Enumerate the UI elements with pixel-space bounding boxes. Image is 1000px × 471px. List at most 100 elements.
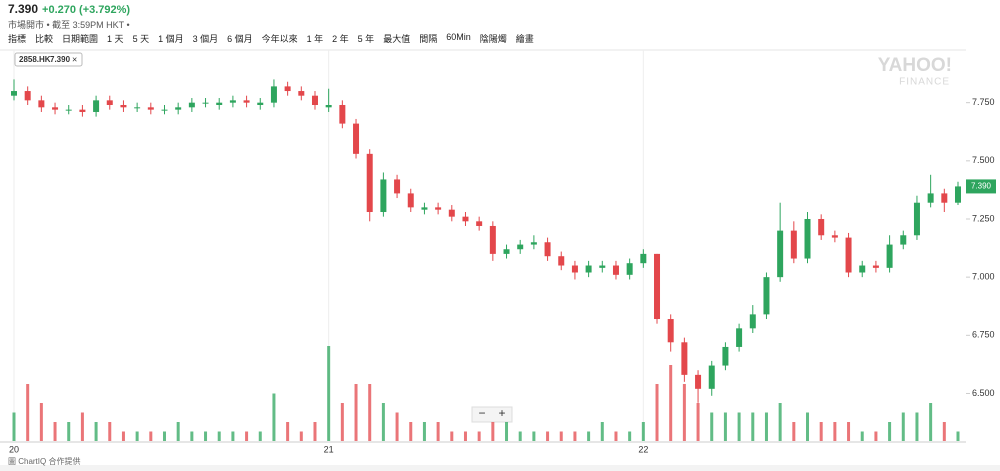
symbol-tag[interactable] — [14, 52, 83, 67]
toolbar-item[interactable]: 5 天 — [132, 34, 150, 44]
volume-bar — [176, 422, 180, 441]
candle-body — [120, 104, 127, 108]
candle-body — [913, 202, 920, 236]
volume-bar — [80, 412, 84, 441]
volume-bar — [67, 422, 71, 441]
candle-body — [216, 102, 223, 105]
volume-bar — [682, 384, 686, 441]
candle-body — [52, 107, 59, 110]
toolbar: 指標 比較 日期範圍 1 天 5 天 1 個月 3 個月 6 個月 今年以來 1 年 2 年 5 年最… — [8, 32, 534, 45]
zoom-in[interactable]: + — [498, 406, 505, 420]
y-tick-label: 6.500 — [972, 388, 995, 398]
status: 市場開市 • 截至 3:59PM HKT • — [8, 20, 130, 30]
toolbar-item[interactable]: 2 年 — [332, 34, 349, 44]
candle-body — [38, 100, 45, 108]
volume-bar — [436, 422, 440, 441]
volume-bar — [327, 346, 331, 441]
toolbar-item[interactable]: 1 年 — [306, 34, 324, 44]
candle-body — [325, 104, 332, 108]
volume-bar — [641, 422, 645, 441]
toolbar-item[interactable]: 1 天 — [107, 34, 124, 44]
toolbar-item[interactable]: 3 個月 — [192, 34, 219, 44]
candle-body — [859, 265, 866, 273]
symbol-price: 7.390 — [50, 55, 71, 64]
candle-body — [243, 100, 250, 103]
last-price-label: 7.390 — [971, 182, 992, 191]
candle-body — [777, 230, 784, 278]
volume-bar — [217, 431, 221, 441]
toolbar-item[interactable]: 今年以來 — [261, 34, 298, 44]
volume-bar — [505, 422, 509, 441]
toolbar-item[interactable]: 指標 — [8, 34, 27, 44]
candle-body — [941, 193, 948, 203]
quote-header: 7.390 +0.270 (+3.792%) 市場開市 • 截至 3:59PM H… — [8, 2, 130, 31]
candle-body — [763, 277, 770, 315]
volume-bar — [819, 422, 823, 441]
zoom-out[interactable]: − — [478, 406, 485, 420]
candle-body — [544, 242, 551, 257]
candle-body — [722, 346, 729, 366]
volume-bar — [121, 431, 125, 441]
candle-body — [24, 91, 31, 101]
candle-body — [298, 91, 305, 96]
volume-bar — [669, 365, 673, 441]
volume-bar — [108, 422, 112, 441]
volume-bar — [874, 431, 878, 441]
toolbar-item[interactable]: 最大值 — [383, 34, 411, 44]
volume-bar — [600, 422, 604, 441]
candle-body — [558, 256, 565, 266]
candle-body — [667, 319, 674, 343]
candle-body — [886, 244, 893, 268]
toolbar-item[interactable]: 日期範圍 — [62, 34, 99, 44]
candle-body — [654, 253, 661, 320]
candle-body — [380, 179, 387, 213]
candle-body — [681, 342, 688, 375]
toolbar-item[interactable]: 比較 — [35, 34, 54, 44]
volume-bar — [518, 431, 522, 441]
last-price-box — [966, 179, 996, 194]
volume-bar — [929, 403, 933, 441]
candle-body — [106, 100, 113, 105]
volume-bar — [354, 384, 358, 441]
volume-bar — [491, 422, 495, 441]
volume-bar — [39, 403, 43, 441]
toolbar-item[interactable]: 60Min — [446, 32, 471, 42]
candle-body — [270, 86, 277, 103]
candle-body — [366, 153, 373, 213]
candle-body — [571, 265, 578, 273]
volume-bar — [463, 431, 467, 441]
toolbar-item[interactable]: 1 個月 — [158, 34, 184, 44]
candle-body — [339, 104, 346, 124]
footer: 圖 ChartIQ 合作提供 — [8, 456, 80, 466]
candle-body — [489, 225, 496, 254]
volume-bar — [422, 422, 426, 441]
candle-body — [257, 102, 264, 105]
x-tick-label: 20 — [9, 444, 19, 454]
volume-bar — [942, 422, 946, 441]
candle-body — [394, 179, 401, 194]
volume-bar — [299, 431, 303, 441]
candle-body — [695, 374, 702, 389]
volume-bar — [778, 403, 782, 441]
toolbar-item[interactable]: 陰陽燭 — [479, 34, 507, 44]
toolbar-item[interactable]: 繪畫 — [515, 34, 534, 44]
candle-body — [147, 107, 154, 110]
candle-body — [640, 253, 647, 264]
y-tick-label: 7.750 — [972, 97, 995, 107]
candle-body — [517, 244, 524, 250]
y-tick-label: 7.000 — [972, 272, 995, 282]
symbol-close[interactable]: × — [72, 54, 77, 64]
candle-body — [818, 218, 825, 236]
y-tick-label: 7.250 — [972, 213, 995, 223]
toolbar-item[interactable]: 6 個月 — [227, 34, 253, 44]
candle-body — [612, 265, 619, 275]
symbol: 2858.HK — [19, 55, 51, 64]
volume-bar — [532, 431, 536, 441]
toolbar-item[interactable]: 間隔 — [419, 34, 438, 44]
candle-body — [175, 107, 182, 110]
toolbar-item[interactable]: 5 年 — [357, 34, 375, 44]
candle-body — [626, 263, 633, 275]
volume-bar — [53, 422, 57, 441]
volume-bar — [628, 431, 632, 441]
